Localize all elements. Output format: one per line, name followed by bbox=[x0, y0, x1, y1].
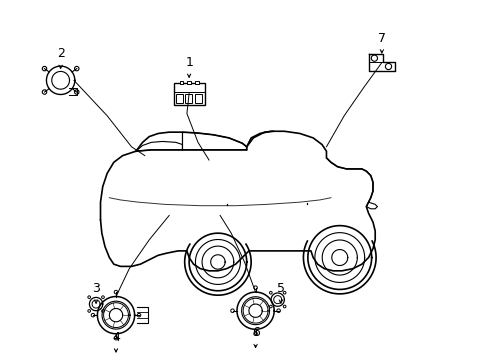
Text: 4: 4 bbox=[112, 331, 120, 344]
Text: 7: 7 bbox=[377, 32, 385, 45]
Circle shape bbox=[137, 313, 141, 317]
Circle shape bbox=[42, 90, 47, 94]
Text: 6: 6 bbox=[251, 327, 259, 339]
Circle shape bbox=[91, 313, 95, 317]
Circle shape bbox=[88, 296, 90, 298]
Circle shape bbox=[102, 310, 104, 312]
Circle shape bbox=[74, 90, 79, 94]
Circle shape bbox=[269, 291, 272, 294]
Bar bbox=[194, 94, 201, 103]
Bar bbox=[185, 94, 192, 103]
Text: 2: 2 bbox=[57, 47, 64, 60]
Circle shape bbox=[74, 66, 79, 71]
Circle shape bbox=[114, 290, 118, 294]
Circle shape bbox=[385, 63, 391, 69]
Circle shape bbox=[283, 305, 285, 308]
Bar bbox=[195, 81, 198, 84]
Circle shape bbox=[88, 310, 90, 312]
Circle shape bbox=[253, 332, 257, 336]
Bar bbox=[173, 82, 204, 105]
Circle shape bbox=[276, 309, 280, 312]
Text: 1: 1 bbox=[185, 56, 193, 69]
Text: 3: 3 bbox=[92, 282, 100, 295]
Bar bbox=[187, 81, 191, 84]
Circle shape bbox=[269, 305, 272, 308]
Circle shape bbox=[102, 296, 104, 298]
Circle shape bbox=[42, 66, 47, 71]
Circle shape bbox=[283, 291, 285, 294]
Circle shape bbox=[253, 286, 257, 289]
Bar bbox=[176, 94, 183, 103]
Bar bbox=[179, 81, 183, 84]
Circle shape bbox=[114, 336, 118, 340]
Circle shape bbox=[230, 309, 234, 312]
Text: 5: 5 bbox=[276, 282, 284, 295]
Circle shape bbox=[370, 55, 377, 61]
